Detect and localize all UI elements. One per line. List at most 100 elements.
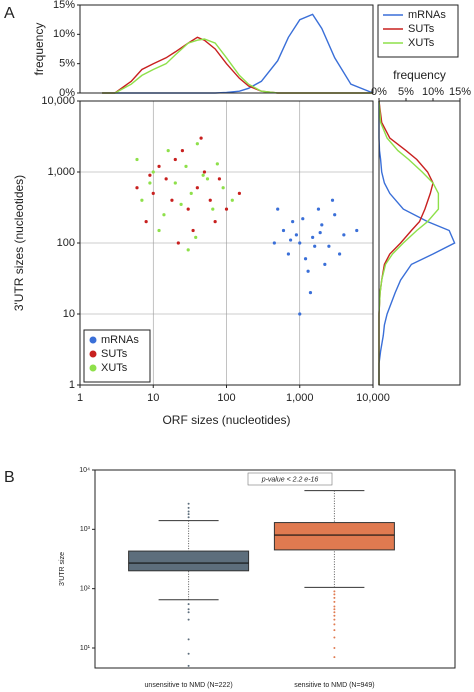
- point: [201, 173, 205, 177]
- point: [170, 198, 174, 202]
- outlier: [333, 590, 336, 593]
- outlier: [333, 629, 336, 632]
- legend-label: mRNAs: [101, 334, 139, 346]
- outlier: [187, 638, 190, 641]
- legend-label: SUTs: [408, 23, 435, 35]
- outlier: [187, 513, 190, 516]
- y-tick-label: 10⁴: [79, 467, 90, 474]
- point: [316, 207, 321, 211]
- point: [173, 181, 177, 185]
- outlier: [187, 510, 190, 513]
- outlier: [187, 603, 190, 606]
- legend-label: SUTs: [101, 348, 128, 360]
- y-tick-label: 10³: [80, 526, 91, 533]
- x-axis-label: frequency: [393, 68, 446, 82]
- point: [213, 220, 217, 224]
- plot-frame: [79, 4, 374, 94]
- outlier: [333, 611, 336, 614]
- point: [180, 149, 184, 153]
- outlier: [333, 596, 336, 599]
- point: [135, 186, 139, 190]
- density-line: [102, 13, 374, 94]
- outlier: [187, 652, 190, 655]
- outlier: [333, 614, 336, 617]
- x-tick-label: 5%: [398, 86, 414, 98]
- density-line: [102, 36, 373, 94]
- point: [217, 177, 222, 181]
- density-line: [102, 38, 373, 94]
- point: [301, 217, 305, 221]
- point: [294, 233, 298, 237]
- x-tick-label: 100: [217, 392, 235, 404]
- point: [179, 202, 183, 206]
- point: [291, 220, 295, 224]
- y-tick-label: 5%: [59, 58, 75, 70]
- outlier: [333, 605, 336, 608]
- point: [221, 186, 225, 190]
- point: [318, 231, 322, 235]
- y-tick-label: 15%: [53, 0, 75, 11]
- point: [157, 228, 161, 233]
- y-tick-label: 10%: [53, 28, 75, 40]
- panel-label: A: [4, 5, 15, 22]
- point: [166, 149, 170, 153]
- annotation-box: [247, 472, 333, 486]
- point: [327, 244, 331, 248]
- y-axis-label: 3'UTR sizes (nucleotides): [12, 175, 26, 311]
- legend-label: XUTs: [101, 362, 128, 374]
- outlier: [187, 618, 190, 621]
- point: [237, 191, 241, 195]
- point: [157, 164, 161, 168]
- point: [338, 252, 342, 256]
- point: [303, 257, 308, 261]
- point: [144, 220, 148, 224]
- x-tick-label: 10%: [422, 86, 444, 98]
- point: [195, 186, 199, 190]
- y-tick-label: 10¹: [80, 645, 91, 652]
- point: [199, 136, 203, 140]
- x-tick-label: 1: [77, 392, 83, 404]
- outlier: [333, 656, 336, 659]
- point: [184, 164, 188, 168]
- point: [194, 235, 198, 239]
- legend-box: [377, 4, 459, 58]
- point: [281, 228, 286, 233]
- point: [298, 312, 302, 316]
- legend-swatch: [89, 336, 97, 344]
- point: [306, 269, 310, 273]
- point: [211, 207, 215, 211]
- y-tick-label: 10,000: [41, 95, 75, 107]
- panel-label: B: [4, 469, 15, 486]
- x-tick-label: sensitive to NMD (N=949): [294, 682, 374, 689]
- point: [272, 241, 276, 245]
- annotation: p-value < 2.2 e-16: [261, 476, 319, 483]
- point: [151, 191, 155, 195]
- x-tick-label: 0%: [371, 86, 387, 98]
- x-tick-label: unsensitive to NMD (N=222): [145, 682, 233, 689]
- outlier: [333, 623, 336, 626]
- x-axis-label: ORF sizes (nucleotides): [162, 413, 290, 427]
- y-axis-label: frequency: [32, 23, 46, 76]
- outlier: [333, 636, 336, 639]
- point: [355, 228, 359, 233]
- box: [273, 522, 395, 551]
- point: [191, 228, 195, 233]
- point: [205, 177, 210, 181]
- point: [224, 207, 229, 211]
- outlier: [187, 506, 190, 509]
- legend-label: mRNAs: [408, 9, 446, 21]
- x-tick-label: 15%: [449, 86, 471, 98]
- point: [286, 252, 291, 256]
- point: [313, 244, 317, 248]
- outlier: [187, 516, 190, 519]
- point: [151, 170, 155, 174]
- point: [320, 223, 324, 227]
- legend-label: XUTs: [408, 37, 435, 49]
- point: [208, 198, 212, 202]
- point: [323, 262, 327, 266]
- x-tick-label: 1,000: [286, 392, 314, 404]
- y-axis-label: 3'UTR size: [59, 552, 66, 586]
- point: [330, 198, 335, 202]
- plot-frame: [79, 100, 374, 386]
- density-line: [378, 100, 440, 385]
